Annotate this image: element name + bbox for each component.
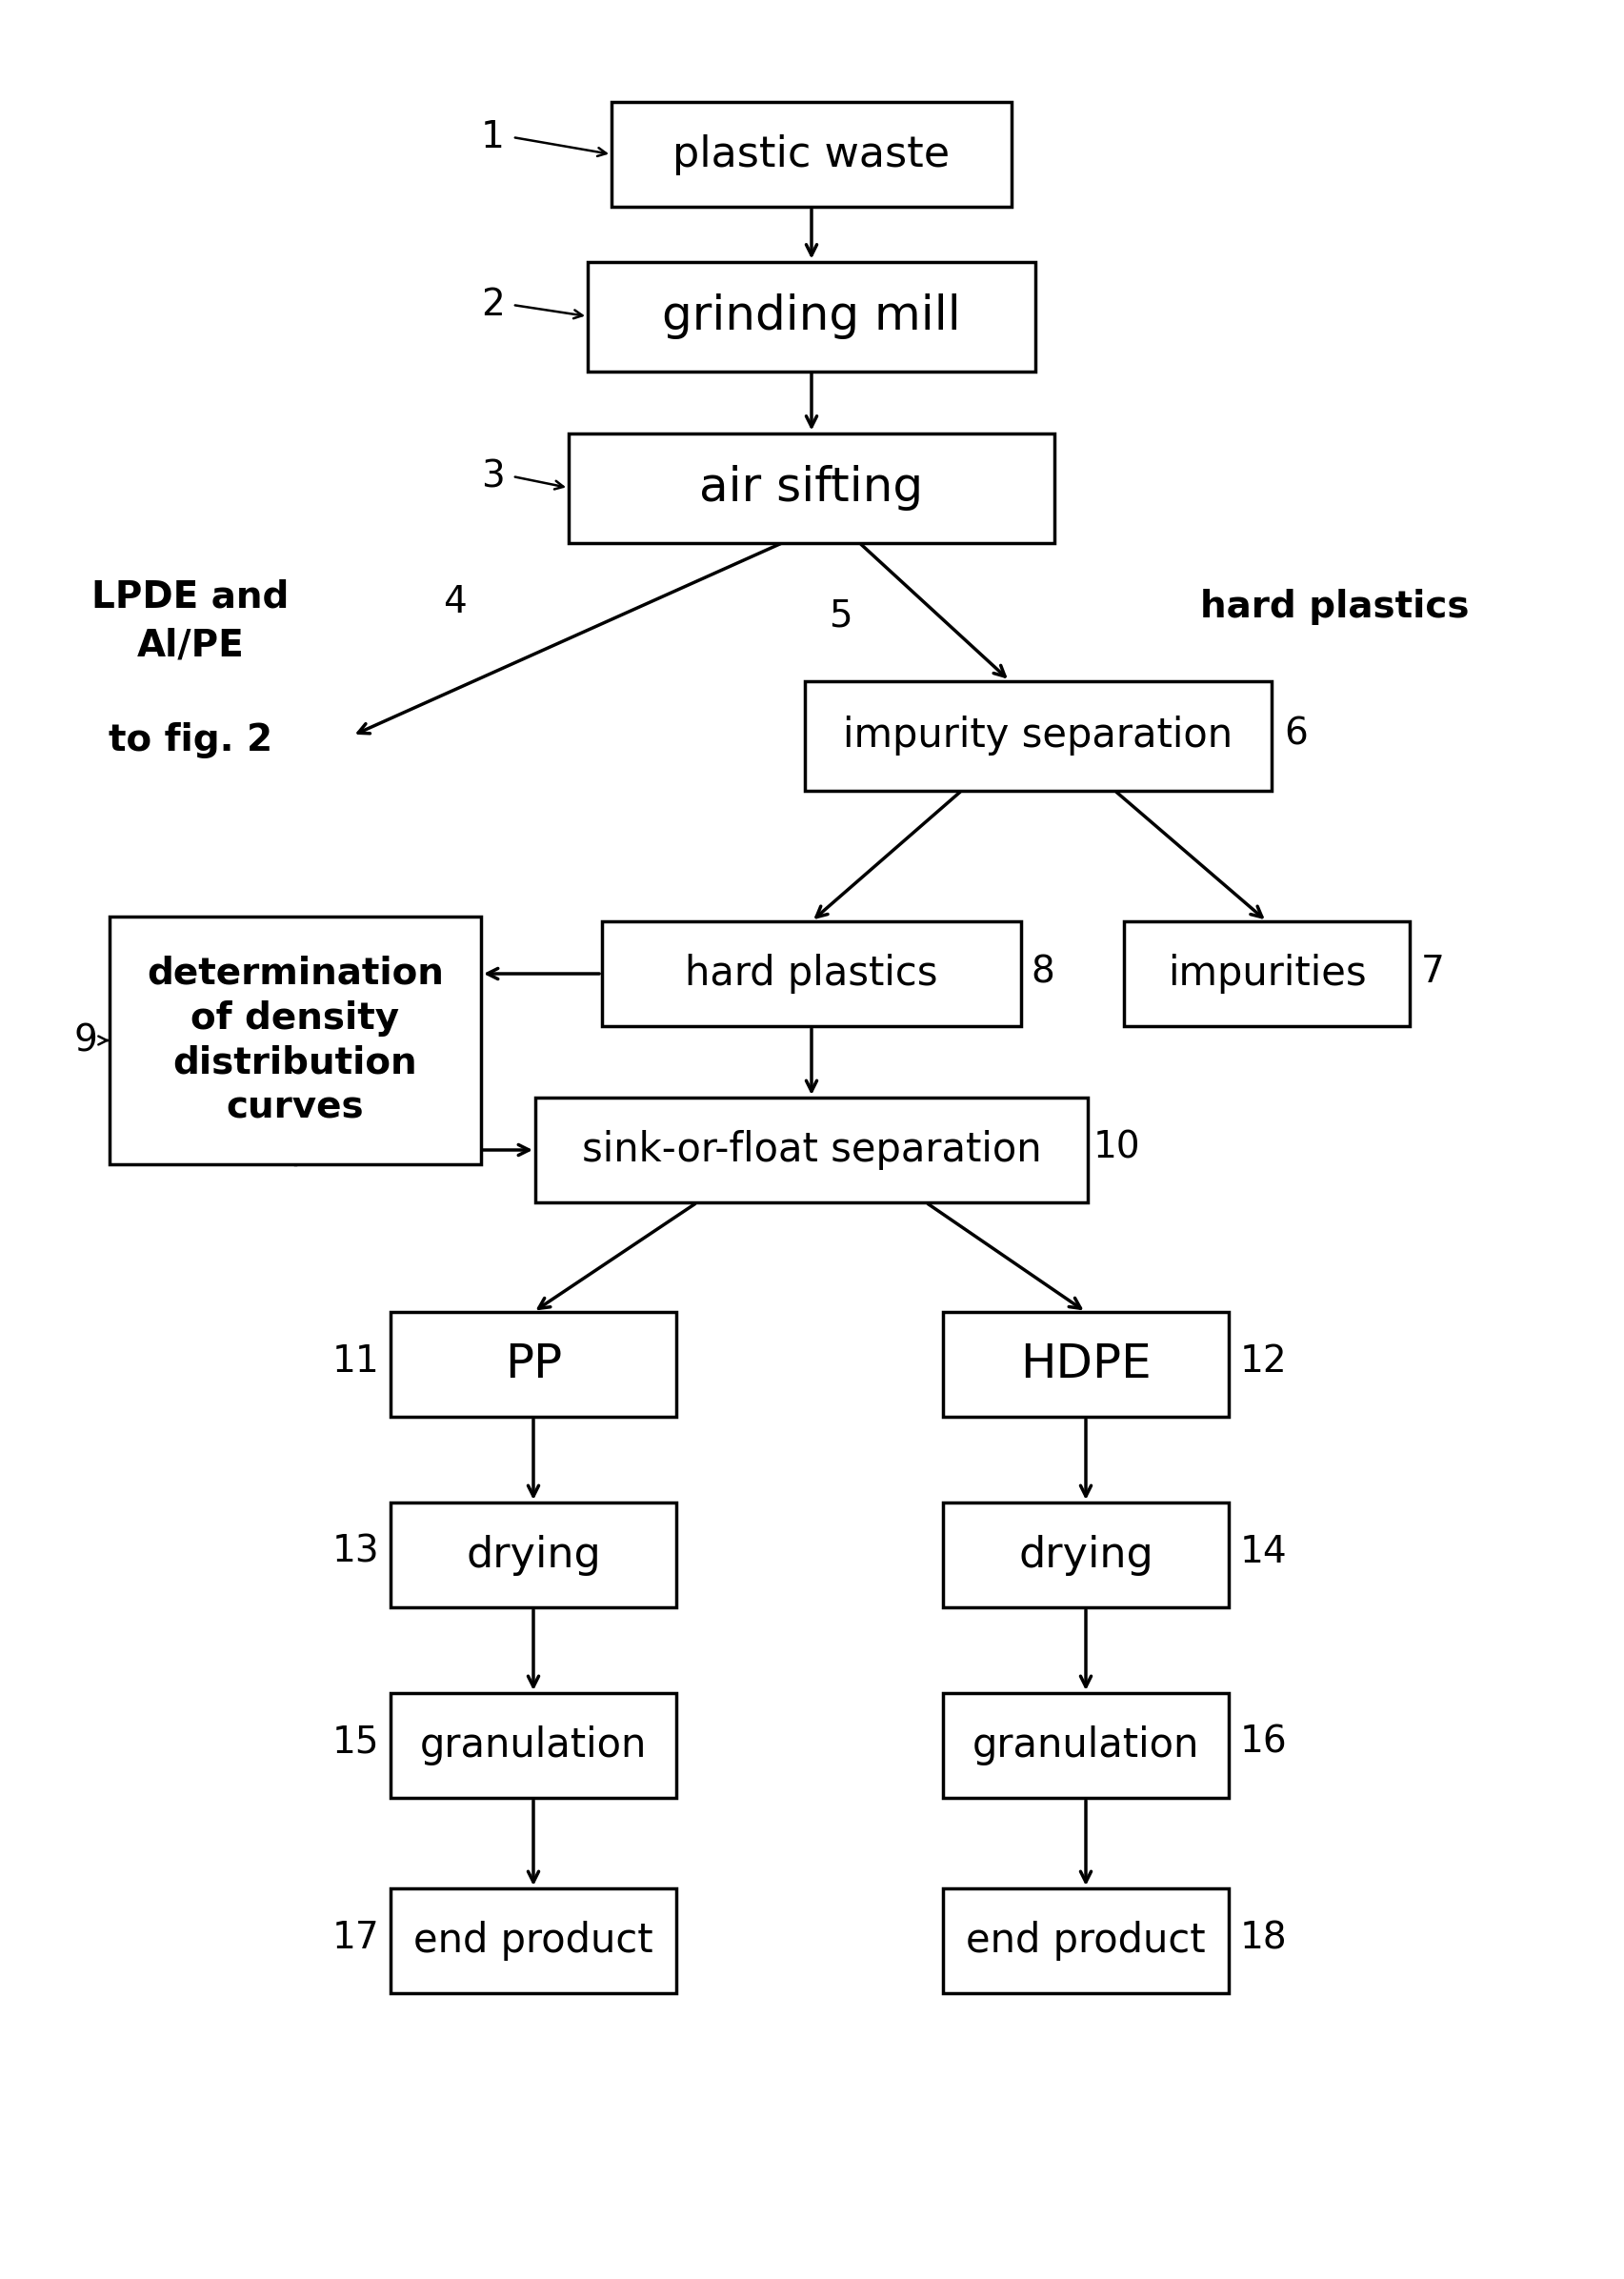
Text: granulation: granulation	[973, 1725, 1200, 1766]
FancyBboxPatch shape	[390, 1693, 676, 1798]
FancyBboxPatch shape	[806, 681, 1272, 791]
FancyBboxPatch shape	[1124, 921, 1410, 1026]
FancyBboxPatch shape	[603, 921, 1021, 1026]
Text: 5: 5	[828, 599, 853, 634]
Text: 18: 18	[1241, 1919, 1288, 1955]
FancyBboxPatch shape	[536, 1098, 1088, 1203]
Text: drying: drying	[1018, 1534, 1153, 1575]
Text: 1: 1	[481, 119, 505, 155]
Text: air sifting: air sifting	[700, 465, 924, 510]
Text: 15: 15	[331, 1725, 378, 1762]
FancyBboxPatch shape	[568, 433, 1054, 542]
Text: hard plastics: hard plastics	[685, 953, 939, 994]
Text: drying: drying	[466, 1534, 601, 1575]
Text: 7: 7	[1421, 953, 1445, 989]
Text: 2: 2	[481, 287, 505, 324]
Text: PP: PP	[505, 1342, 562, 1388]
Text: determination
of density
distribution
curves: determination of density distribution cu…	[146, 955, 443, 1126]
FancyBboxPatch shape	[612, 103, 1012, 207]
Text: 8: 8	[1031, 953, 1054, 989]
Text: 13: 13	[331, 1534, 378, 1570]
FancyBboxPatch shape	[944, 1313, 1229, 1418]
Text: hard plastics: hard plastics	[1200, 588, 1470, 624]
Text: impurity separation: impurity separation	[843, 716, 1233, 757]
Text: 4: 4	[443, 583, 466, 620]
Text: 12: 12	[1241, 1342, 1288, 1379]
FancyBboxPatch shape	[944, 1693, 1229, 1798]
Text: 3: 3	[481, 458, 505, 495]
Text: 10: 10	[1093, 1128, 1140, 1165]
FancyBboxPatch shape	[944, 1889, 1229, 1994]
FancyBboxPatch shape	[390, 1502, 676, 1607]
Text: 11: 11	[331, 1342, 378, 1379]
FancyBboxPatch shape	[390, 1313, 676, 1418]
Text: granulation: granulation	[421, 1725, 646, 1766]
Text: end product: end product	[414, 1921, 653, 1960]
Text: 9: 9	[73, 1023, 97, 1057]
Text: 14: 14	[1241, 1534, 1288, 1570]
Text: 17: 17	[331, 1919, 378, 1955]
Text: sink-or-float separation: sink-or-float separation	[581, 1130, 1041, 1169]
FancyBboxPatch shape	[390, 1889, 676, 1994]
FancyBboxPatch shape	[109, 916, 481, 1165]
Text: end product: end product	[966, 1921, 1205, 1960]
Text: plastic waste: plastic waste	[672, 134, 950, 175]
Text: 16: 16	[1241, 1725, 1288, 1762]
Text: 6: 6	[1285, 716, 1307, 752]
Text: LPDE and
Al/PE

to fig. 2: LPDE and Al/PE to fig. 2	[91, 579, 289, 759]
FancyBboxPatch shape	[588, 262, 1036, 371]
Text: impurities: impurities	[1168, 953, 1366, 994]
Text: HDPE: HDPE	[1020, 1342, 1151, 1388]
Text: grinding mill: grinding mill	[663, 294, 961, 340]
FancyBboxPatch shape	[944, 1502, 1229, 1607]
